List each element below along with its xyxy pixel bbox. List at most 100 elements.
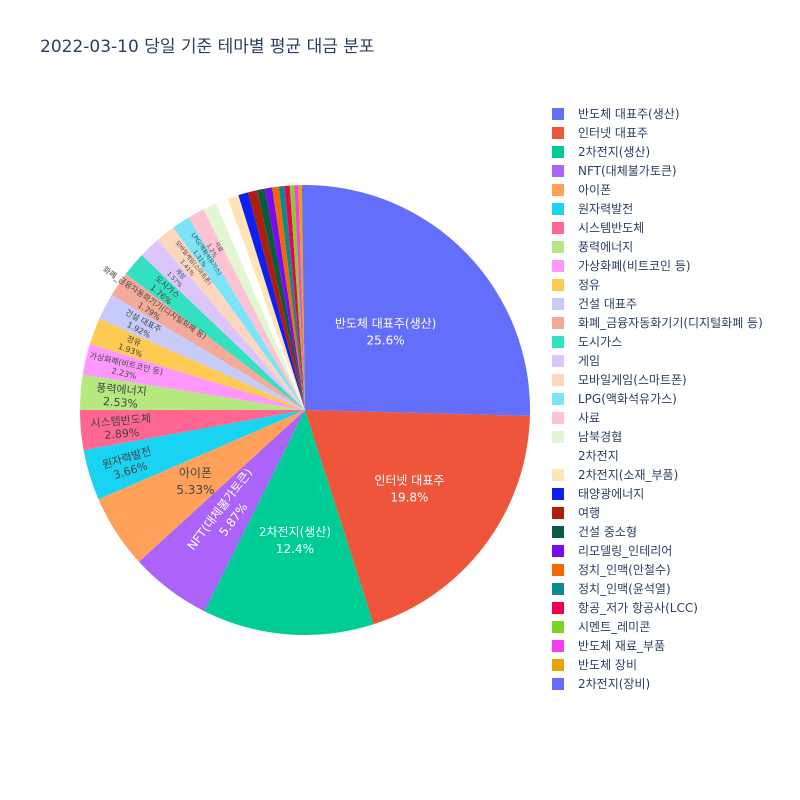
legend-item[interactable]: 인터넷 대표주 <box>552 123 763 142</box>
pie-slice[interactable] <box>289 185 305 410</box>
legend-item[interactable]: 게임 <box>552 351 763 370</box>
slice-name-label: 2차전지(생산) <box>259 525 331 539</box>
pie-slice[interactable] <box>203 203 305 410</box>
pie-slice[interactable] <box>98 410 305 562</box>
pie-slice[interactable] <box>83 410 306 500</box>
pie-slice[interactable] <box>138 410 305 612</box>
legend-item[interactable]: 반도체 대표주(생산) <box>552 104 763 123</box>
legend-label: 가상화폐(비트코인 등) <box>578 259 691 273</box>
legend-label: 게임 <box>578 354 601 368</box>
pie-slice[interactable] <box>284 185 305 410</box>
legend-item[interactable]: 건설 중소형 <box>552 522 763 541</box>
chart-title: 2022-03-10 당일 기준 테마별 평균 대금 분포 <box>40 37 375 57</box>
legend-item[interactable]: 여행 <box>552 503 763 522</box>
pie-slice[interactable] <box>301 184 305 410</box>
slice-name-label: 인터넷 대표주 <box>374 473 444 487</box>
pie-slice[interactable] <box>215 198 305 410</box>
legend-item[interactable]: 도시가스 <box>552 332 763 351</box>
pie-slice[interactable] <box>80 374 305 411</box>
legend-swatch <box>552 430 564 443</box>
pie-slice[interactable] <box>99 294 306 410</box>
legend-item[interactable]: 시스템반도체 <box>552 218 763 237</box>
pie-slice[interactable] <box>227 195 305 410</box>
legend-item[interactable]: 2차전지(생산) <box>552 142 763 161</box>
legend-item[interactable]: 정치_인맥(안철수) <box>552 560 763 579</box>
legend-swatch <box>552 202 564 215</box>
legend-swatch <box>552 240 564 253</box>
pie-slice[interactable] <box>141 239 305 410</box>
legend-label: 여행 <box>578 506 601 520</box>
legend-item[interactable]: 사료 <box>552 408 763 427</box>
legend-swatch <box>552 221 564 234</box>
legend-label: 반도체 장비 <box>578 658 638 672</box>
legend-swatch <box>552 392 564 405</box>
pie-slice[interactable] <box>79 409 306 451</box>
legend-label: 시멘트_레미콘 <box>578 620 651 634</box>
pie-slice[interactable] <box>204 410 374 635</box>
legend-item[interactable]: 건설 대표주 <box>552 294 763 313</box>
pie-slice[interactable] <box>125 255 305 410</box>
slice-name-label: 풍력에너지 <box>96 381 147 398</box>
pie-slice[interactable] <box>89 318 305 410</box>
legend-item[interactable]: 가상화폐(비트코인 등) <box>552 256 763 275</box>
slice-name-label: 정유 <box>125 333 142 348</box>
pie-slice[interactable] <box>305 410 530 625</box>
legend-item[interactable]: 화폐_금융자동화기기(디지털화폐 등) <box>552 313 763 332</box>
legend-item[interactable]: 태양광에너지 <box>552 484 763 503</box>
legend-item[interactable]: 남북경협 <box>552 427 763 446</box>
pie-slice[interactable] <box>298 185 305 410</box>
pie-slice[interactable] <box>238 192 305 410</box>
pie-slice[interactable] <box>264 187 305 410</box>
legend-item[interactable]: 2차전지(소재_부품) <box>552 465 763 484</box>
legend-label: 도시가스 <box>578 335 623 349</box>
pie-slice[interactable] <box>294 185 305 410</box>
legend-swatch <box>552 582 564 595</box>
pie-slice[interactable] <box>256 188 305 410</box>
legend-swatch <box>552 506 564 519</box>
pie-slice[interactable] <box>272 186 305 410</box>
legend-label: 반도체 대표주(생산) <box>578 107 680 121</box>
legend-item[interactable]: 아이폰 <box>552 180 763 199</box>
legend-label: 2차전지 <box>578 449 619 463</box>
legend-item[interactable]: 리모델링_인테리어 <box>552 541 763 560</box>
pie-slice[interactable] <box>248 190 305 410</box>
legend-item[interactable]: 반도체 재료_부품 <box>552 636 763 655</box>
slice-percent-label: 25.6% <box>367 333 405 347</box>
legend-swatch <box>552 316 564 329</box>
pie-slice[interactable] <box>173 217 305 410</box>
pie-slice[interactable] <box>278 185 305 410</box>
pie-slice[interactable] <box>157 227 305 410</box>
legend-swatch <box>552 145 564 158</box>
legend-item[interactable]: 항공_저가 항공사(LCC) <box>552 598 763 617</box>
slice-label: 아이폰 5.33% <box>176 466 214 497</box>
legend-item[interactable]: 모바일게임(스마트폰) <box>552 370 763 389</box>
pie-slice[interactable] <box>111 273 305 410</box>
legend-swatch <box>552 639 564 652</box>
pie-slice[interactable] <box>82 344 305 410</box>
legend-item[interactable]: 반도체 장비 <box>552 655 763 674</box>
legend-item[interactable]: LPG(액화석유가스) <box>552 389 763 408</box>
legend-item[interactable]: 원자력발전 <box>552 199 763 218</box>
legend-swatch <box>552 449 564 462</box>
legend-swatch <box>552 563 564 576</box>
legend-item[interactable]: 정치_인맥(윤석열) <box>552 579 763 598</box>
legend-swatch <box>552 373 564 386</box>
legend-item[interactable]: NFT(대체불가토큰) <box>552 161 763 180</box>
legend-swatch <box>552 297 564 310</box>
legend-swatch <box>552 259 564 272</box>
legend-item[interactable]: 2차전지(장비) <box>552 674 763 693</box>
legend-swatch <box>552 354 564 367</box>
pie-slice[interactable] <box>305 185 530 416</box>
legend-swatch <box>552 525 564 538</box>
legend-item[interactable]: 시멘트_레미콘 <box>552 617 763 636</box>
legend-label: 화폐_금융자동화기기(디지털화폐 등) <box>578 316 763 330</box>
legend-label: LPG(액화석유가스) <box>578 392 677 406</box>
legend-label: 인터넷 대표주 <box>578 126 649 140</box>
legend-item[interactable]: 2차전지 <box>552 446 763 465</box>
legend-item[interactable]: 풍력에너지 <box>552 237 763 256</box>
slice-label: 반도체 대표주(생산) 25.6% <box>335 316 437 347</box>
legend-item[interactable]: 정유 <box>552 275 763 294</box>
pie-slice[interactable] <box>188 209 305 410</box>
